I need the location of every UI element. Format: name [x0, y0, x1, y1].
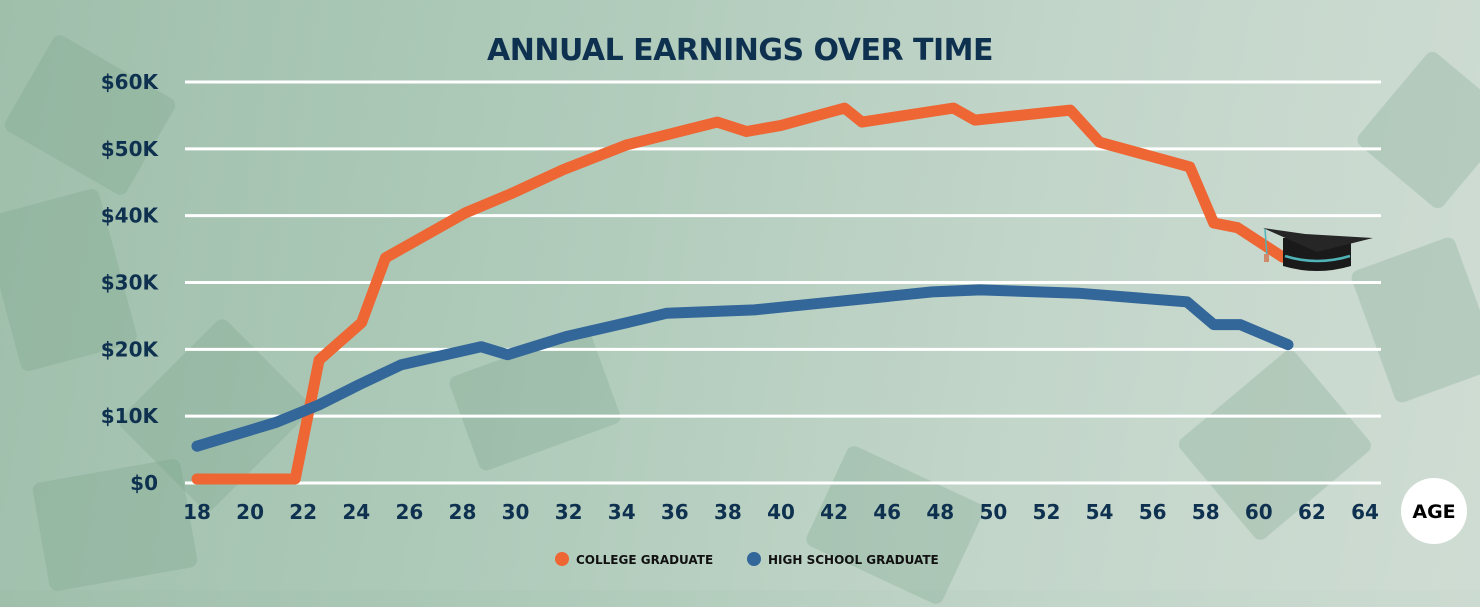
y-tick-label: $0 [130, 471, 158, 495]
x-tick-label: 30 [502, 500, 530, 524]
x-tick-label: 42 [820, 500, 848, 524]
legend-swatch-college [555, 552, 569, 566]
y-tick-label: $30K [101, 271, 160, 295]
x-tick-label: 52 [1033, 500, 1061, 524]
legend-label-high-school: HIGH SCHOOL GRADUATE [768, 553, 939, 567]
x-tick-label: 62 [1298, 500, 1326, 524]
x-tick-label: 56 [1139, 500, 1167, 524]
legend-label-college: COLLEGE GRADUATE [576, 553, 713, 567]
x-tick-label: 38 [714, 500, 742, 524]
x-tick-label: 40 [767, 500, 795, 524]
x-tick-label: 50 [979, 500, 1007, 524]
legend-item-high-school: HIGH SCHOOL GRADUATE [747, 552, 939, 567]
x-tick-label: 34 [608, 500, 636, 524]
x-tick-label: 20 [236, 500, 264, 524]
legend-item-college: COLLEGE GRADUATE [555, 552, 713, 567]
x-tick-label: 26 [395, 500, 423, 524]
y-tick-label: $10K [101, 404, 160, 428]
x-tick-label: 58 [1192, 500, 1220, 524]
y-tick-label: $20K [101, 337, 160, 361]
x-tick-label: 24 [342, 500, 370, 524]
x-tick-label: 48 [926, 500, 954, 524]
x-tick-label: 28 [449, 500, 477, 524]
legend-swatch-high-school [747, 552, 761, 566]
y-tick-label: $40K [101, 204, 160, 228]
x-tick-label: 32 [555, 500, 583, 524]
earnings-chart: ANNUAL EARNINGS OVER TIME $0 $10K $20K $30K… [0, 0, 1480, 590]
age-axis-label: AGE [1401, 478, 1467, 544]
y-tick-label: $50K [101, 137, 160, 161]
legend: COLLEGE GRADUATE HIGH SCHOOL GRADUATE [555, 552, 939, 567]
x-tick-label: 64 [1351, 500, 1379, 524]
x-tick-label: 54 [1086, 500, 1114, 524]
x-tick-label: 18 [183, 500, 211, 524]
x-tick-label: 60 [1245, 500, 1273, 524]
x-tick-label: 22 [289, 500, 317, 524]
chart-title: ANNUAL EARNINGS OVER TIME [487, 33, 993, 68]
x-tick-label: 46 [873, 500, 901, 524]
age-label-text: AGE [1412, 501, 1455, 523]
x-tick-label: 36 [661, 500, 689, 524]
y-tick-label: $60K [101, 70, 160, 94]
